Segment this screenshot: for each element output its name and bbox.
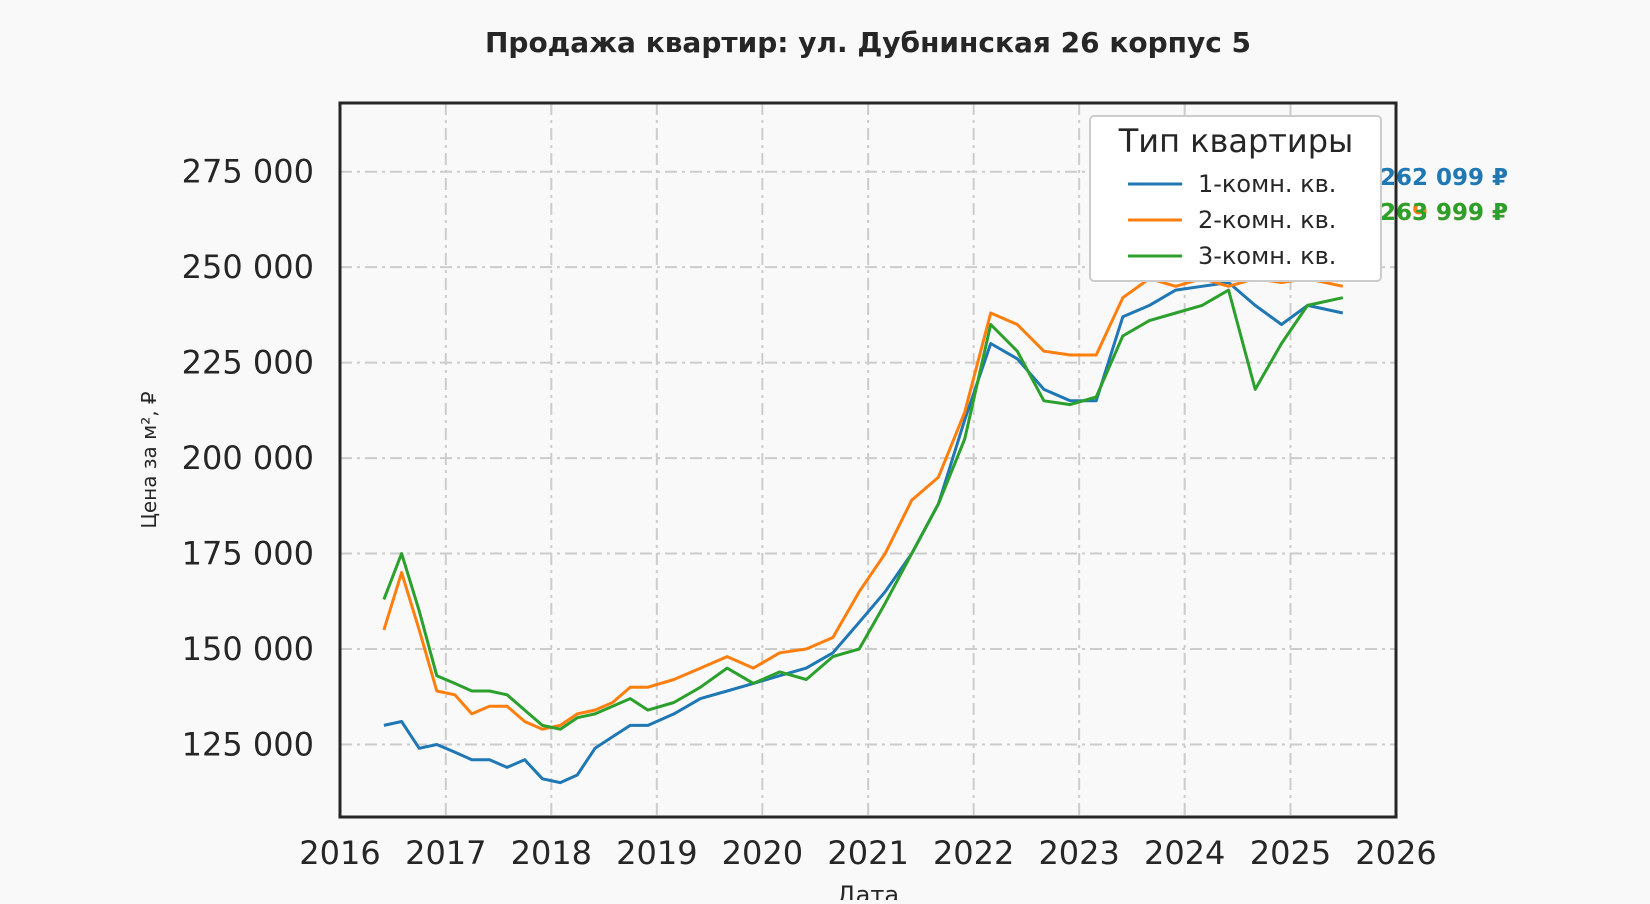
y-tick-label: 200 000 <box>182 439 314 477</box>
series-line-1 <box>383 281 1344 785</box>
legend-item-label: 1-комн. кв. <box>1198 170 1336 198</box>
last-value-labels: 262 099 ₽ 269 999 ₽263 999 ₽ <box>1380 165 1508 226</box>
x-tick-label: 2025 <box>1250 834 1331 872</box>
y-tick-label: 275 000 <box>182 153 314 191</box>
x-tick-label: 2026 <box>1355 834 1436 872</box>
axis-ticks: 2016 2017 2018 2019 2020 2021 2022 2023 2024 2025… <box>182 153 1437 872</box>
x-tick-label: 2019 <box>616 834 697 872</box>
y-tick-label: 125 000 <box>182 725 314 763</box>
legend-box <box>1089 115 1382 282</box>
legend-item-label: 3-комн. кв. <box>1198 242 1336 270</box>
y-axis-label: Цена за м², ₽ <box>137 391 161 529</box>
last-value-label: 269 999 ₽ <box>1380 200 1508 226</box>
x-axis-label: Дата <box>837 881 899 900</box>
x-tick-label: 2022 <box>933 834 1014 872</box>
chart-title: Продажа квартир: ул. Дубнинская 26 корпу… <box>485 26 1251 59</box>
last-value-label: 263 999 ₽ <box>1380 200 1508 226</box>
legend: Тип квартиры 1-комн. кв. 2-комн. кв. 3-ком… <box>1089 115 1382 282</box>
last-value-label: 262 099 ₽ <box>1380 165 1508 191</box>
y-tick-label: 175 000 <box>182 535 314 573</box>
legend-title: Тип квартиры <box>1118 122 1354 160</box>
x-tick-label: 2023 <box>1038 834 1119 872</box>
x-tick-label: 2021 <box>827 834 908 872</box>
x-tick-label: 2016 <box>299 834 380 872</box>
series-line-3 <box>382 288 1344 731</box>
plot-frame <box>338 101 1398 819</box>
x-tick-label: 2020 <box>722 834 803 872</box>
x-tick-label: 2017 <box>405 834 486 872</box>
y-tick-label: 250 000 <box>182 248 314 286</box>
y-tick-label: 150 000 <box>182 630 314 668</box>
legend-item-label: 2-комн. кв. <box>1198 206 1336 234</box>
x-tick-label: 2018 <box>511 834 592 872</box>
x-tick-label: 2024 <box>1144 834 1225 872</box>
y-tick-label: 225 000 <box>182 344 314 382</box>
